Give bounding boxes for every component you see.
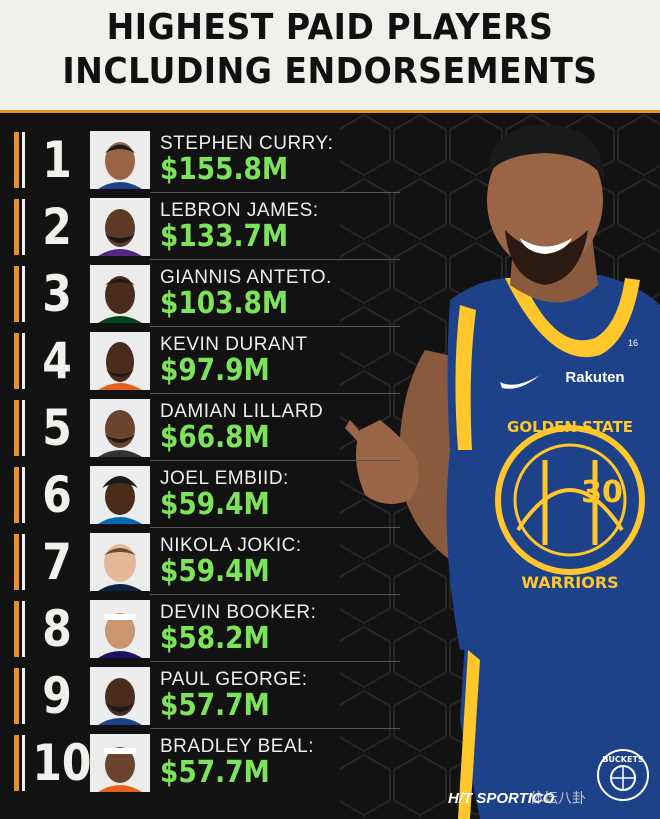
rank-number: 7 xyxy=(42,533,72,591)
player-earnings: $133.7M xyxy=(160,219,289,254)
player-row: 3 GIANNIS ANTETO. $103.8M xyxy=(0,260,400,327)
accent-bar xyxy=(22,132,25,188)
accent-bar xyxy=(14,333,19,389)
player-headshot xyxy=(90,198,150,256)
player-name: DEVIN BOOKER: xyxy=(160,602,317,623)
player-headshot xyxy=(90,734,150,792)
player-name: PAUL GEORGE: xyxy=(160,669,308,690)
row-divider xyxy=(150,259,400,260)
accent-bar xyxy=(22,601,25,657)
rank-number: 6 xyxy=(42,466,72,524)
player-name: DAMIAN LILLARD xyxy=(160,401,324,422)
player-name: BRADLEY BEAL: xyxy=(160,736,315,757)
player-earnings: $59.4M xyxy=(160,554,270,589)
rank-number: 8 xyxy=(42,600,72,658)
rank-number: 9 xyxy=(42,667,72,725)
rank-number: 4 xyxy=(42,332,72,390)
player-headshot xyxy=(90,667,150,725)
rank-number: 5 xyxy=(42,399,72,457)
jersey-number: 30 xyxy=(581,475,623,510)
jersey-sponsor: Rakuten xyxy=(565,369,624,386)
player-row: 5 DAMIAN LILLARD $66.8M xyxy=(0,394,400,461)
row-divider xyxy=(150,594,400,595)
player-earnings: $66.8M xyxy=(160,420,270,455)
accent-bar xyxy=(14,601,19,657)
player-name: KEVIN DURANT xyxy=(160,334,308,355)
title-line-1: HIGHEST PAID PLAYERS xyxy=(106,7,554,48)
player-earnings: $58.2M xyxy=(160,621,270,656)
accent-bar xyxy=(22,467,25,523)
row-divider xyxy=(150,326,400,327)
player-row: 7 NIKOLA JOKIC: $59.4M xyxy=(0,528,400,595)
jersey-patch-number: 16 xyxy=(628,338,638,348)
row-divider xyxy=(150,460,400,461)
player-name: NIKOLA JOKIC: xyxy=(160,535,302,556)
player-earnings: $59.4M xyxy=(160,487,270,522)
accent-bar xyxy=(22,735,25,791)
accent-bar xyxy=(14,534,19,590)
player-row: 9 PAUL GEORGE: $57.7M xyxy=(0,662,400,729)
accent-bar xyxy=(14,266,19,322)
logo-text: BUCKETS xyxy=(602,755,644,764)
jersey-team-bottom: WARRIORS xyxy=(521,573,618,592)
accent-bar xyxy=(14,132,19,188)
accent-bar xyxy=(22,400,25,456)
row-divider xyxy=(150,728,400,729)
player-headshot xyxy=(90,533,150,591)
player-name: STEPHEN CURRY: xyxy=(160,133,334,154)
title-line-2: INCLUDING ENDORSEMENTS xyxy=(62,51,598,92)
player-earnings: $97.9M xyxy=(160,353,270,388)
player-row: 4 KEVIN DURANT $97.9M xyxy=(0,327,400,394)
row-divider xyxy=(150,192,400,193)
player-name: GIANNIS ANTETO. xyxy=(160,267,332,288)
accent-bar xyxy=(22,266,25,322)
accent-bar xyxy=(14,400,19,456)
accent-bar xyxy=(22,668,25,724)
rank-number: 10 xyxy=(32,734,92,792)
accent-bar xyxy=(22,333,25,389)
accent-bar xyxy=(14,467,19,523)
accent-bar xyxy=(14,199,19,255)
player-headshot xyxy=(90,265,150,323)
player-headshot xyxy=(90,332,150,390)
player-row: 2 LEBRON JAMES: $133.7M xyxy=(0,193,400,260)
player-earnings: $103.8M xyxy=(160,286,289,321)
player-headshot xyxy=(90,399,150,457)
ranking-list: 1 STEPHEN CURRY: $155.8M 2 LEBRON JAMES:… xyxy=(0,126,400,796)
jersey-team-name: GOLDEN STATE xyxy=(507,418,633,436)
source-credit: H/T SPORTICO xyxy=(448,790,555,807)
rank-number: 1 xyxy=(42,131,72,189)
rank-number: 3 xyxy=(42,265,72,323)
player-headshot xyxy=(90,466,150,524)
row-divider xyxy=(150,661,400,662)
player-headshot xyxy=(90,131,150,189)
accent-bar xyxy=(22,199,25,255)
watermark: 体坛八卦 xyxy=(530,790,586,806)
row-divider xyxy=(150,393,400,394)
buckets-logo: BUCKETS xyxy=(597,749,649,801)
player-earnings: $155.8M xyxy=(160,152,289,187)
player-name: JOEL EMBIID: xyxy=(160,468,289,489)
row-divider xyxy=(150,527,400,528)
accent-bar xyxy=(22,534,25,590)
player-name: LEBRON JAMES: xyxy=(160,200,319,221)
player-earnings: $57.7M xyxy=(160,755,270,790)
player-earnings: $57.7M xyxy=(160,688,270,723)
header: HIGHEST PAID PLAYERS INCLUDING ENDORSEME… xyxy=(0,0,660,113)
player-row: 1 STEPHEN CURRY: $155.8M xyxy=(0,126,400,193)
player-row: 10 BRADLEY BEAL: $57.7M xyxy=(0,729,400,796)
player-headshot xyxy=(90,600,150,658)
player-row: 6 JOEL EMBIID: $59.4M xyxy=(0,461,400,528)
accent-bar xyxy=(14,735,19,791)
rank-number: 2 xyxy=(42,198,72,256)
player-photo: Rakuten 16 GOLDEN STATE WARRIORS 30 xyxy=(345,125,660,819)
accent-bar xyxy=(14,668,19,724)
player-row: 8 DEVIN BOOKER: $58.2M xyxy=(0,595,400,662)
